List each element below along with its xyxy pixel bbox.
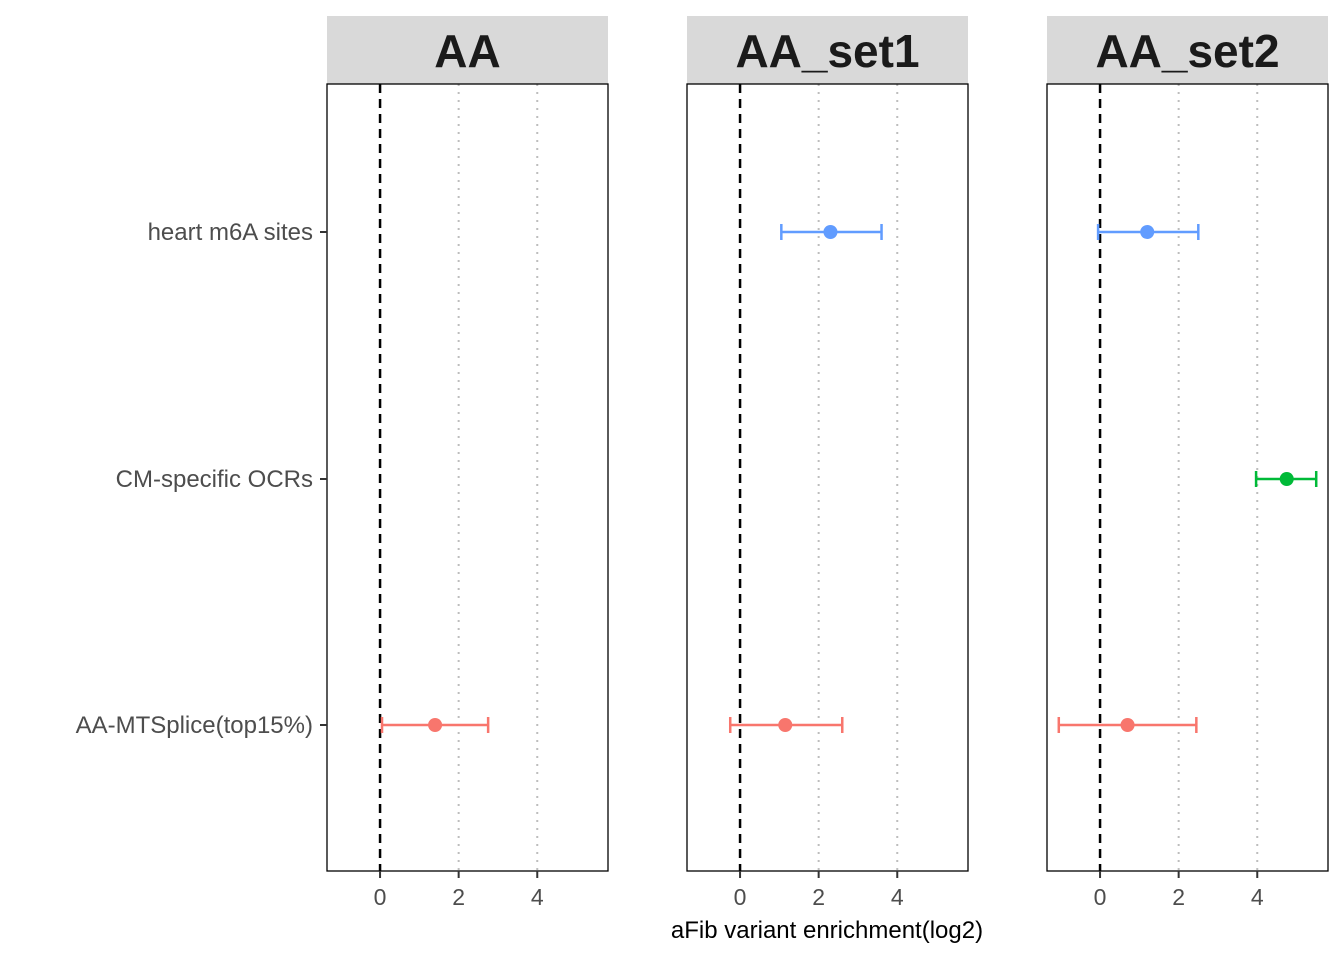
data-point-heart-m6a-sites — [1096, 224, 1200, 240]
plot-area — [687, 84, 968, 871]
panels-layer: AA 0 2 4 AA_set1 0 2 4 AA_set2 0 2 4 — [326, 16, 1329, 910]
x-tick-label: 2 — [812, 884, 825, 910]
y-tick-label: CM-specific OCRs — [116, 466, 313, 493]
x-axis-title: aFib variant enrichment(log2) — [671, 917, 983, 944]
panel-aa-set2: AA_set2 0 2 4 — [1046, 16, 1329, 910]
data-point-aa-mtsplice-top15 — [1057, 717, 1198, 733]
panel-title: AA_set2 — [1095, 25, 1279, 77]
point-estimate — [823, 225, 838, 239]
data-point-heart-m6a-sites — [780, 224, 883, 240]
panel-strip — [687, 16, 968, 84]
data-point-cm-specific-ocrs — [1254, 471, 1318, 487]
panel-strip — [1047, 16, 1328, 84]
point-estimate — [1120, 718, 1135, 732]
panel-aa-set1: AA_set1 0 2 4 — [686, 16, 969, 910]
panel-title: AA — [434, 25, 500, 77]
x-tick-label: 2 — [452, 884, 465, 910]
panel-border — [326, 83, 609, 872]
x-tick-label: 2 — [1172, 884, 1185, 910]
x-tick-label: 0 — [374, 884, 387, 910]
x-tick-label: 4 — [1251, 884, 1264, 910]
x-tick-label: 4 — [531, 884, 544, 910]
panel-border — [1046, 83, 1329, 872]
panel-title: AA_set1 — [735, 25, 919, 77]
panel-aa: AA 0 2 4 — [326, 16, 609, 910]
y-tick-label: AA-MTSplice(top15%) — [76, 712, 313, 739]
point-estimate — [1279, 472, 1294, 486]
panel-border — [686, 83, 969, 872]
x-tick-label: 0 — [1094, 884, 1107, 910]
y-tick-label: heart m6A sites — [148, 219, 313, 246]
plot-area — [327, 84, 608, 871]
data-point-aa-mtsplice-top15 — [728, 717, 844, 733]
y-axis-labels: heart m6A sites CM-specific OCRs AA-MTSpli… — [76, 219, 327, 739]
panel-strip — [327, 16, 608, 84]
point-estimate — [778, 718, 793, 732]
data-point-aa-mtsplice-top15 — [380, 717, 490, 733]
point-estimate — [428, 718, 443, 732]
x-tick-label: 4 — [891, 884, 904, 910]
x-tick-label: 0 — [734, 884, 747, 910]
point-estimate — [1140, 225, 1155, 239]
